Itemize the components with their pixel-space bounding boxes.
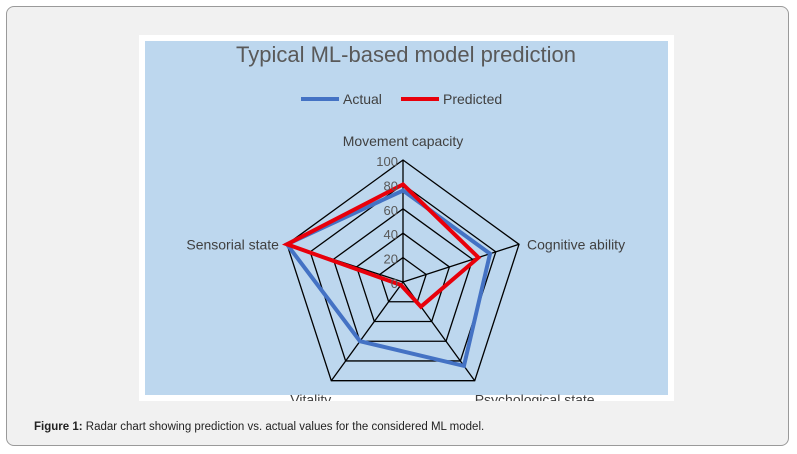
radar-grid	[286, 159, 520, 382]
tick-label-80: 80	[384, 178, 398, 193]
tick-label-0: 0	[391, 276, 398, 291]
category-label-cognitive-ability: Cognitive ability	[527, 236, 625, 252]
category-label-sensorial-state: Sensorial state	[186, 236, 279, 252]
figure-frame: Typical ML-based model prediction Actual…	[6, 6, 789, 446]
legend-label-predicted: Predicted	[443, 91, 502, 107]
tick-label-100: 100	[376, 154, 398, 169]
figure-caption: Figure 1: Radar chart showing prediction…	[34, 421, 484, 433]
grid-ring-100	[286, 159, 520, 382]
chart-container: Typical ML-based model prediction Actual…	[139, 35, 674, 401]
spoke-1	[402, 243, 520, 283]
category-label-vitality: Vitality	[290, 392, 331, 401]
plot-background	[145, 41, 668, 395]
chart-title: Typical ML-based model prediction	[236, 42, 576, 67]
radar-chart: Typical ML-based model prediction Actual…	[145, 41, 668, 401]
category-labels: Movement capacity Cognitive ability Psycho…	[186, 133, 625, 401]
grid-ring-20	[379, 256, 427, 303]
category-label-movement-capacity: Movement capacity	[343, 133, 464, 149]
spoke-3	[330, 281, 404, 382]
caption-label: Figure 1:	[34, 421, 83, 433]
legend: Actual Predicted	[301, 91, 502, 107]
tick-label-60: 60	[384, 203, 398, 218]
caption-text: Radar chart showing prediction vs. actua…	[82, 421, 485, 433]
grid-ring-80	[309, 183, 497, 362]
category-label-psychological-state: Psychological state	[475, 392, 595, 401]
radar-series	[281, 181, 493, 369]
radial-tick-labels: 0 20 40 60 80 100	[376, 154, 398, 291]
tick-label-40: 40	[384, 227, 398, 242]
series-predicted-line	[281, 181, 482, 310]
grid-ring-40	[355, 232, 451, 323]
grid-ring-60	[332, 207, 474, 342]
tick-label-20: 20	[384, 252, 398, 267]
legend-label-actual: Actual	[343, 91, 382, 107]
